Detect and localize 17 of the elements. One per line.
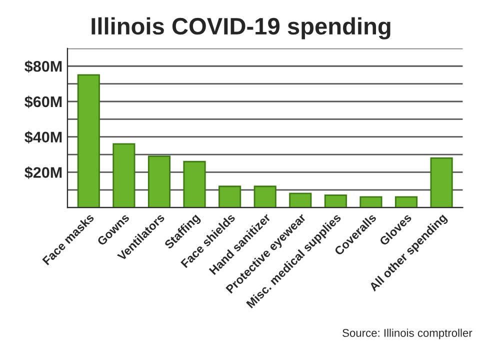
bar <box>112 143 136 208</box>
y-tick-label: $40M <box>24 131 62 144</box>
bar <box>218 186 242 208</box>
bar <box>324 194 347 208</box>
bar <box>360 196 382 208</box>
y-tick-label: $20M <box>24 166 62 179</box>
y-tick-label: $80M <box>24 60 62 73</box>
bar <box>289 192 312 208</box>
bar <box>254 186 276 208</box>
y-tick-label: $60M <box>24 96 62 108</box>
chart-title: Illinois COVID-19 spending <box>92 17 390 40</box>
bar <box>394 196 418 208</box>
bar <box>77 74 100 208</box>
source-note: Source: Illinois comptroller <box>342 328 472 340</box>
bar <box>430 157 453 208</box>
bar <box>183 160 206 208</box>
bar <box>148 156 171 208</box>
